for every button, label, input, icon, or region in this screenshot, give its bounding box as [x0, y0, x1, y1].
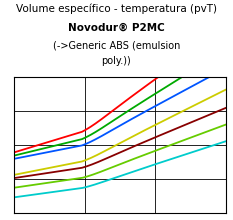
Text: Volume específico - temperatura (pvT): Volume específico - temperatura (pvT) [16, 3, 217, 14]
Text: poly.)): poly.)) [102, 56, 131, 66]
Text: (->Generic ABS (emulsion: (->Generic ABS (emulsion [53, 41, 180, 51]
Text: Novodur® P2MC: Novodur® P2MC [68, 23, 165, 33]
